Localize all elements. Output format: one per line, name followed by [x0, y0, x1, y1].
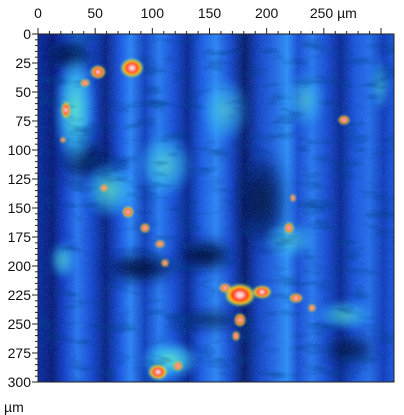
intensity-map	[38, 34, 394, 382]
top-tick-label: 50	[87, 5, 103, 21]
left-tick-label: 25	[15, 55, 31, 71]
left-tick-label: 300	[8, 374, 32, 390]
left-tick-label: 50	[15, 84, 31, 100]
top-tick-label: 150	[198, 5, 222, 21]
left-tick-label: 100	[8, 142, 32, 158]
left-tick-label: 0	[23, 26, 31, 42]
left-tick-label: 250	[8, 316, 32, 332]
top-tick-label: 100	[141, 5, 165, 21]
top-tick-label: 200	[255, 5, 279, 21]
top-tick-label: 250 µm	[310, 5, 357, 21]
bottom-unit-label: µm	[4, 399, 24, 415]
top-axis: 0 50 100 150 200 250 µm	[34, 5, 382, 34]
left-tick-label: 225	[8, 287, 32, 303]
left-tick-label: 200	[8, 258, 32, 274]
top-tick-label: 0	[34, 5, 42, 21]
left-tick-label: 150	[8, 200, 32, 216]
left-tick-label: 175	[8, 229, 32, 245]
left-tick-label: 75	[15, 113, 31, 129]
left-tick-label: 275	[8, 345, 32, 361]
left-tick-label: 125	[8, 171, 32, 187]
left-axis: 0 25 50 75 100 125 150 175 200 225 250 275 300	[8, 26, 38, 390]
